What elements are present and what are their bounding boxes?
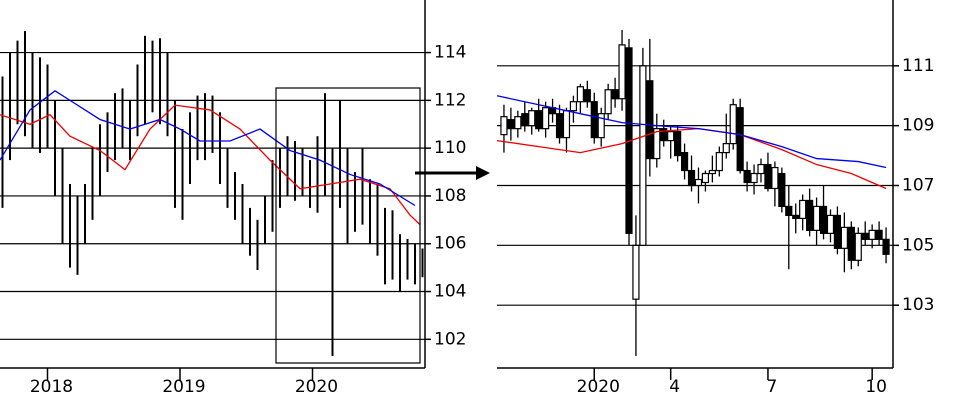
candle-body: [562, 110, 571, 139]
candle-body: [882, 238, 890, 255]
candle-body: [590, 101, 598, 139]
candle-body: [632, 244, 640, 300]
y-tick-label: 114: [434, 43, 466, 63]
y-tick-label: 107: [902, 175, 934, 195]
x-tick-label: 10: [865, 377, 887, 397]
candle-body: [868, 229, 876, 240]
candle-body: [764, 163, 772, 190]
candle-body: [674, 131, 682, 157]
candle-body: [819, 205, 828, 234]
candle-body: [514, 116, 522, 130]
x-tick-label: 7: [767, 377, 778, 397]
candle-body: [826, 214, 835, 234]
candle-body: [750, 172, 758, 184]
candle-body: [708, 169, 716, 175]
candle-body: [771, 166, 779, 190]
x-tick-label: 4: [669, 377, 680, 397]
candle-body: [535, 110, 543, 130]
candle-body: [778, 172, 786, 208]
y-tick-label: 105: [902, 235, 934, 255]
y-tick-label: 104: [434, 282, 466, 302]
x-tick-label: 2019: [162, 377, 205, 397]
candle-body: [701, 172, 710, 184]
candle-body: [639, 65, 647, 246]
candle-body: [576, 86, 584, 103]
candle-body: [604, 89, 612, 115]
candle-body: [521, 113, 529, 127]
x-tick-label: 2020: [577, 377, 620, 397]
right-plot: [497, 29, 893, 357]
candle-body: [743, 169, 751, 184]
zoom-box: [275, 87, 421, 364]
y-tick-label: 106: [434, 234, 466, 254]
y-tick-label: 111: [902, 56, 934, 76]
candle-body: [583, 89, 591, 103]
candle-body: [792, 214, 800, 220]
x-tick-label: 2018: [30, 377, 73, 397]
candle-body: [653, 128, 661, 160]
candle-body: [875, 229, 883, 240]
candle-body: [812, 205, 821, 231]
candle-body: [507, 119, 515, 130]
candle-body: [569, 101, 578, 112]
x-tick-label: 2020: [295, 377, 338, 397]
candle-body: [646, 80, 654, 160]
y-tick-label: 110: [434, 138, 466, 158]
candle-body: [694, 178, 703, 187]
y-tick-label: 112: [434, 90, 466, 110]
candle-body: [736, 107, 744, 172]
left-plot: [0, 31, 425, 357]
zoom-arrow-head: [476, 166, 490, 180]
y-tick-label: 109: [902, 116, 934, 136]
candle-body: [757, 163, 765, 175]
y-tick-label: 108: [434, 186, 466, 206]
candle-body: [667, 131, 675, 142]
candle-body: [660, 128, 668, 142]
y-tick-label: 103: [902, 295, 934, 315]
candle-body: [799, 199, 807, 220]
candle-body: [500, 116, 508, 136]
candle-body: [687, 169, 696, 187]
candle-body: [528, 110, 536, 127]
candle-body: [806, 199, 814, 231]
candle-body: [680, 151, 689, 172]
candle-body: [715, 151, 723, 172]
moving-average: [0, 104, 421, 226]
candle-body: [785, 205, 793, 217]
y-tick-label: 102: [434, 329, 466, 349]
candle-body: [555, 113, 564, 139]
candle-body: [833, 214, 842, 249]
moving-average: [0, 90, 416, 207]
candle-body: [847, 226, 855, 261]
candle-body: [861, 232, 869, 240]
candle-body: [722, 143, 730, 154]
moving-average: [497, 95, 887, 169]
candle-body: [542, 107, 550, 130]
candle-body: [597, 113, 605, 139]
candle-body: [611, 89, 619, 100]
candle-body: [854, 232, 862, 261]
candle-body: [840, 226, 848, 249]
candle-body: [618, 44, 626, 100]
candle-body: [729, 104, 737, 145]
